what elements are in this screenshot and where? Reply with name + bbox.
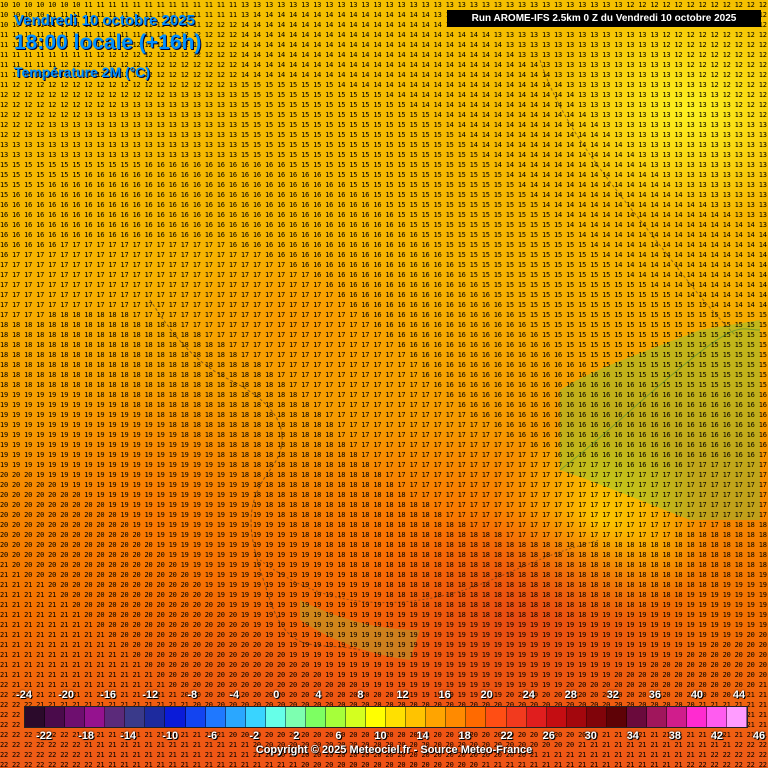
legend-tick-label: -8 [187, 689, 198, 701]
legend-tick-label: 6 [335, 730, 342, 742]
colorbar-swatch [205, 707, 226, 727]
colorbar-swatch [85, 707, 106, 727]
legend-tick-label: 2 [293, 730, 300, 742]
colorbar-swatch [566, 707, 587, 727]
colorbar-swatch [65, 707, 86, 727]
legend-tick-label: 16 [438, 689, 451, 701]
legend-tick-label: 36 [648, 689, 661, 701]
colorbar-swatch [225, 707, 246, 727]
colorbar-swatch [265, 707, 286, 727]
legend-tick-label: 24 [522, 689, 535, 701]
colorbar-swatch [687, 707, 708, 727]
legend-tick-label: 10 [374, 730, 387, 742]
title-block: Vendredi 10 octobre 2025 18:00 locale (+… [14, 12, 201, 80]
temperature-colorbar [24, 706, 748, 728]
legend-tick-label: 8 [357, 689, 364, 701]
legend-tick-label: 14 [416, 730, 429, 742]
legend-tick-label: -6 [207, 730, 218, 742]
forecast-date: Vendredi 10 octobre 2025 [14, 12, 195, 29]
colorbar-swatch [285, 707, 306, 727]
legend-tick-label: 22 [500, 730, 513, 742]
colorbar-swatch [727, 707, 748, 727]
legend-tick-label: 40 [690, 689, 704, 701]
legend-tick-label: 4 [315, 689, 322, 701]
colorbar-swatch [486, 707, 507, 727]
legend-tick-label: 42 [710, 730, 724, 742]
colorbar-swatch [305, 707, 326, 727]
colorbar-swatch [667, 707, 688, 727]
legend-tick-label: -22 [36, 730, 52, 742]
colorbar-swatch [546, 707, 567, 727]
legend-tick-label: 38 [668, 730, 681, 742]
colorbar-swatch [25, 707, 46, 727]
colorbar-swatch [346, 707, 367, 727]
run-label: Run AROME-IFS 2.5km 0 Z du Vendredi 10 o… [447, 10, 761, 27]
legend-tick-label: 28 [564, 689, 577, 701]
legend-bottom-ticks: -22 -18 -14 -10 -6 -2 2 6 10 14 18 22 26 30 34 38 42 46 [16, 730, 765, 744]
legend-tick-label: -2 [249, 730, 260, 742]
colorbar-swatch [526, 707, 547, 727]
legend-tick-label: -18 [78, 730, 94, 742]
colorbar-swatch [586, 707, 607, 727]
colorbar-swatch [506, 707, 527, 727]
colorbar-swatch [406, 707, 427, 727]
legend-tick-label: -14 [120, 730, 137, 742]
legend-tick-label: 44 [732, 689, 746, 701]
colorbar-swatch [386, 707, 407, 727]
legend-tick-label: 34 [626, 730, 639, 742]
forecast-time: 18:00 locale (+16h) [14, 31, 202, 54]
legend-tick-label: -10 [162, 730, 179, 742]
colorbar-swatch [646, 707, 667, 727]
legend-tick-label: 18 [458, 730, 471, 742]
colorbar-swatch [165, 707, 186, 727]
legend-tick-label: 30 [584, 730, 597, 742]
variable-label: Température 2M (°C) [14, 64, 151, 80]
legend-top-ticks: -24 -20 -16 -12 -8 -4 0 4 8 12 16 20 24 28 32 36 40 44 [16, 689, 751, 703]
colorbar-swatch [45, 707, 66, 727]
legend-tick-label: 0 [273, 689, 280, 701]
colorbar-swatch [325, 707, 346, 727]
legend-tick-label: -16 [100, 689, 117, 701]
colorbar-swatch [125, 707, 146, 727]
colorbar-swatch [426, 707, 447, 727]
colorbar-swatch [606, 707, 627, 727]
copyright-text: Copyright © 2025 Meteociel.fr - Source M… [255, 744, 533, 756]
colorbar-swatch [145, 707, 166, 727]
legend-tick-label: -20 [58, 689, 74, 701]
colorbar-swatch [245, 707, 266, 727]
legend-tick-label: -4 [229, 689, 240, 701]
legend-tick-label: 12 [396, 689, 409, 701]
legend-tick-label: -12 [142, 689, 159, 701]
colorbar-swatch [446, 707, 467, 727]
colorbar-swatch [366, 707, 387, 727]
legend-tick-label: 32 [606, 689, 619, 701]
colorbar-swatch [185, 707, 206, 727]
colorbar-swatch [105, 707, 126, 727]
legend-tick-label: 46 [752, 730, 766, 742]
colorbar-swatch [626, 707, 647, 727]
colorbar-swatch [466, 707, 487, 727]
legend-tick-label: 20 [480, 689, 493, 701]
legend-tick-label: -24 [16, 689, 32, 701]
legend-tick-label: 26 [542, 730, 555, 742]
colorbar-swatch [707, 707, 728, 727]
